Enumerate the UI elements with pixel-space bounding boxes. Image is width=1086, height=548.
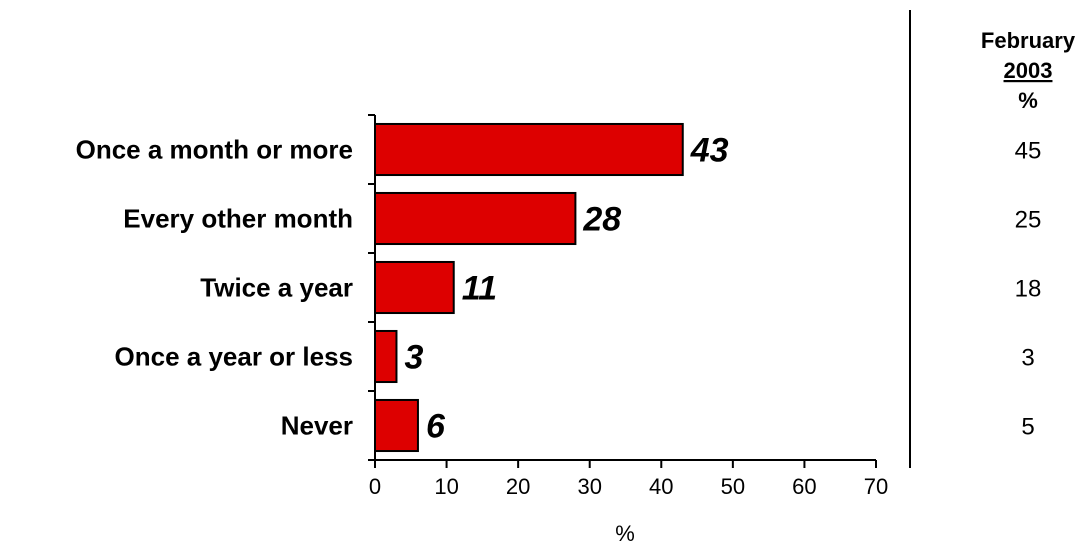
comparison-header-month: February [981, 28, 1076, 53]
bar [374, 398, 419, 453]
bars-layer: 43 28 11 36 [374, 122, 729, 453]
x-tick-label: 0 [369, 474, 381, 499]
comparison-value: 18 [1015, 276, 1042, 303]
bar [374, 329, 398, 384]
category-label: Once a month or more [76, 135, 353, 165]
bar-value-label: 28 [582, 201, 621, 239]
category-label: Twice a year [200, 273, 353, 303]
x-tick-label: 40 [649, 474, 673, 499]
comparison-value: 45 [1015, 138, 1042, 165]
comparison-value: 3 [1021, 345, 1034, 372]
x-tick-label: 20 [506, 474, 530, 499]
comparison-header-year: 2003 [1004, 58, 1053, 83]
x-tick-label: 50 [721, 474, 745, 499]
bar-value-label: 3 [404, 339, 423, 377]
y-ticks: Once a month or more Every other month Twi… [76, 114, 375, 461]
x-tick-label: 10 [434, 474, 458, 499]
x-tick-label: 60 [792, 474, 816, 499]
x-ticks: 0 10 20 30 40 50 60 70 [369, 460, 888, 499]
bar [374, 260, 455, 315]
bar-value-label: 6 [426, 408, 446, 446]
x-tick-label: 70 [864, 474, 888, 499]
bar-value-label: 11 [462, 270, 497, 308]
bar-value-label: 43 [690, 132, 729, 170]
x-axis-label: % [615, 521, 635, 546]
bar [374, 191, 577, 246]
comparison-header-unit: % [1018, 88, 1038, 113]
category-label: Never [281, 411, 353, 441]
bar [374, 122, 684, 177]
comparison-value: 25 [1015, 207, 1042, 234]
comparison-value: 5 [1021, 414, 1034, 441]
comparison-values: 45 25 18 3 5 [1015, 138, 1042, 441]
category-label: Every other month [123, 204, 353, 234]
x-tick-label: 30 [577, 474, 601, 499]
category-label: Once a year or less [115, 342, 353, 372]
